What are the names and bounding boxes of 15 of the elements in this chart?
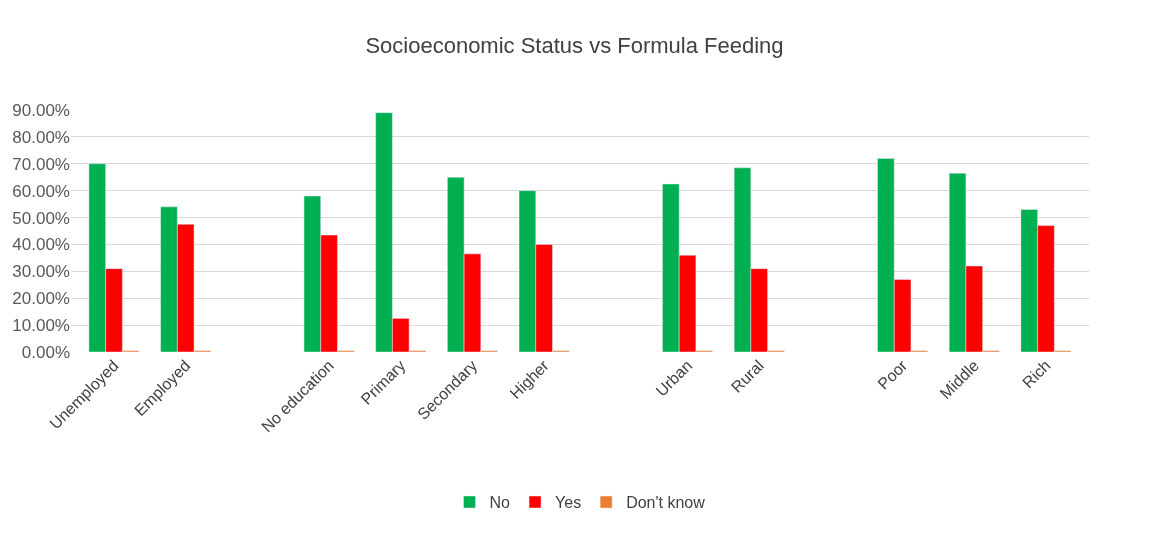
y-tick-label: 60.00% [12, 181, 70, 201]
y-tick-label: 0.00% [21, 342, 70, 362]
legend-label: No [489, 494, 511, 512]
y-tick-label: 50.00% [12, 208, 70, 228]
x-tick-label: Rich [1019, 356, 1054, 392]
y-tick-label: 30.00% [12, 262, 70, 282]
y-tick-label: 90.00% [12, 100, 70, 120]
y-tick-label: 80.00% [12, 127, 70, 147]
legend-label: Yes [555, 494, 582, 512]
y-tick-label: 40.00% [12, 235, 70, 255]
legend-label: Don't know [626, 494, 706, 512]
y-tick-label: 10.00% [12, 316, 70, 336]
y-tick-label: 70.00% [12, 154, 70, 174]
chart-title: Socioeconomic Status vs Formula Feeding [365, 32, 784, 58]
y-tick-label: 20.00% [12, 289, 70, 309]
